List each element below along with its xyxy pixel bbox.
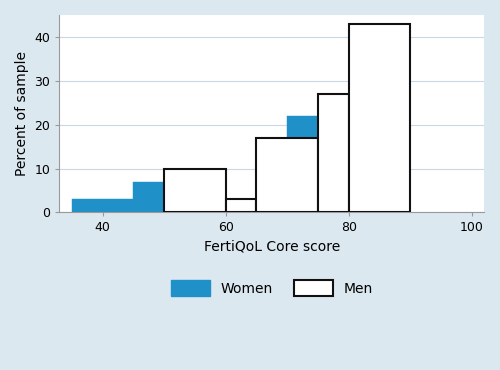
Bar [256,138,318,212]
Bar [288,116,318,212]
Bar [134,182,195,212]
X-axis label: FertiQoL Core score: FertiQoL Core score [204,240,340,254]
Y-axis label: Percent of sample: Percent of sample [15,51,29,176]
Bar [349,24,410,212]
Bar [318,98,349,212]
Bar [72,199,134,212]
Bar [226,199,256,212]
Legend: Women, Men: Women, Men [170,280,373,296]
Bar [318,94,349,212]
Bar [226,199,256,212]
Bar [164,168,226,212]
Bar [195,177,226,212]
Bar [256,151,288,212]
Bar [349,173,380,212]
